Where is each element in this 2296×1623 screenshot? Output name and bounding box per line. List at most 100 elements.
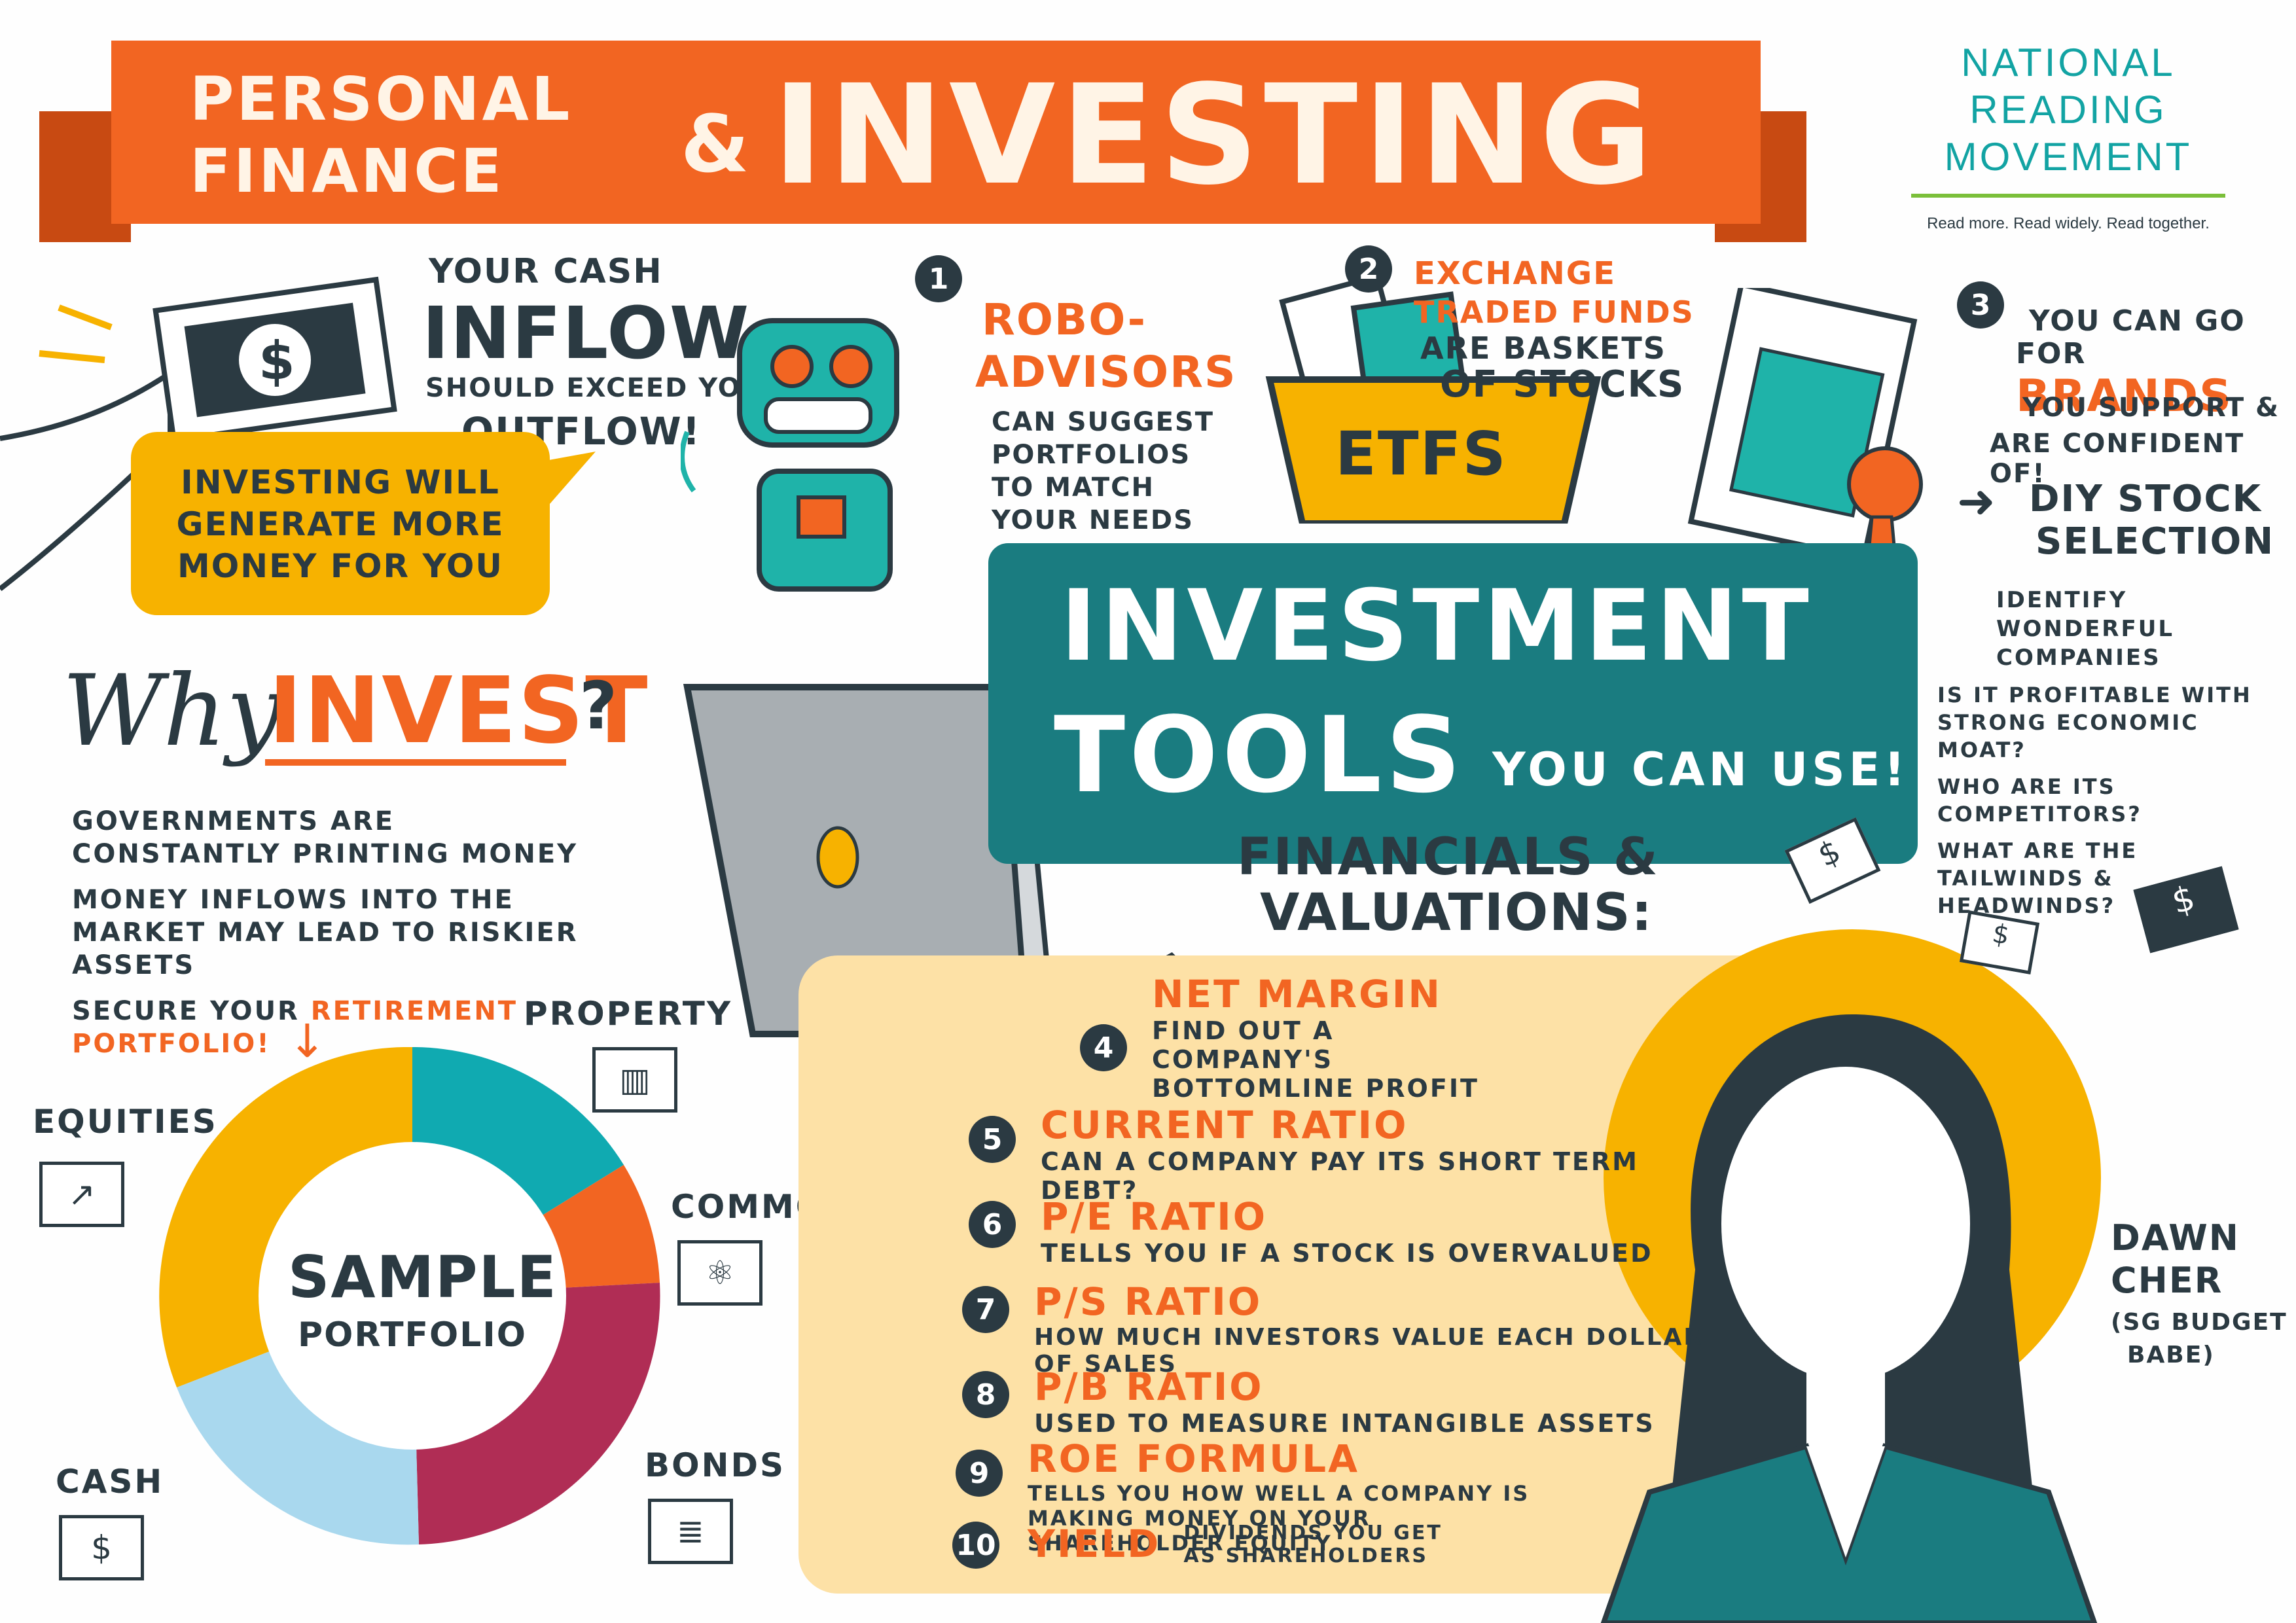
bubble-line-3: MONEY FOR YOU (177, 547, 503, 585)
metric-item-10: 10 YIELD DIVIDENDS YOU GET AS SHAREHOLDE… (952, 1522, 1445, 1569)
tool-2-desc-1: ARE BASKETS (1420, 330, 1666, 366)
metric-7-number: 7 (962, 1286, 1009, 1333)
tools-line-1: INVESTMENT (1060, 569, 1813, 683)
robot-icon (681, 318, 899, 592)
diy-bullet-3: WHO ARE ITS COMPETITORS? (1937, 774, 2142, 827)
tools-line-2: TOOLS (1054, 694, 1465, 816)
label-property: PROPERTY (524, 995, 733, 1033)
tools-line-3: YOU CAN USE! (1492, 743, 1909, 796)
logo-tagline: Read more. Read widely. Read together. (1927, 215, 2210, 232)
metric-4-number: 4 (1080, 1024, 1127, 1071)
person-desc-2: BABE) (2127, 1342, 2215, 1368)
metric-5-number: 5 (969, 1116, 1016, 1163)
tool-3-line-4: ARE CONFIDENT OF! (1990, 429, 2245, 489)
why-question-mark: ? (579, 668, 619, 744)
tool-1-description: CAN SUGGEST PORTFOLIOS to MATCH YOUR NEE… (992, 406, 1214, 537)
nrm-logo: NATIONAL READING MOVEMENT Read more. Rea… (1898, 39, 2238, 233)
logo-underline (1911, 194, 2225, 198)
metric-8-title: P/B RATIO (1034, 1364, 1264, 1409)
metric-item-7: 7 P/S RATIO HOW MUCH INVESTORS VALUE EAC… (962, 1279, 1728, 1378)
cash-dollar-sign: $ (259, 330, 295, 391)
tool-3-line-3: YOU SUPPORT & (2022, 393, 2280, 423)
person-name-2: CHER (2111, 1260, 2223, 1301)
title-ampersand: & (681, 99, 752, 190)
stock-certificate-icon (1687, 288, 1923, 594)
building-icon: ▥ (592, 1047, 677, 1113)
investment-tools-box: INVESTMENT TOOLS YOU CAN USE! (988, 543, 1918, 864)
bubble-line-2: GENERATE MORE (176, 505, 505, 543)
logo-line-1: NATIONAL (1961, 41, 2176, 84)
why-bullet-3-prefix: SECURE YOUR (72, 996, 300, 1026)
metric-9-desc: TELLS YOU HOW WELL A COMPANY IS MAKING M… (1028, 1481, 1530, 1556)
bubble-tail (524, 452, 596, 504)
etf-basket-label: ETFs (1335, 419, 1507, 489)
diy-bullet-1: IDENTIFY WONDERFUL COMPANIES (1996, 587, 2174, 671)
person-desc-1: (SG BUDGET (2111, 1309, 2287, 1336)
tool-2-number: 2 (1345, 245, 1392, 293)
cashflow-line-3: SHOULD EXCEED YOUR (425, 373, 786, 403)
why-heading: Why (62, 654, 282, 768)
document-icon: ≣ (648, 1499, 733, 1564)
invest-underline (265, 759, 566, 766)
title-banner: PERSONAL FINANCE & INVESTING (111, 41, 1761, 224)
why-bullet-1: GOVERNMENTS ARE CONSTANTLY PRINTING MONE… (72, 806, 579, 869)
metric-item-9: 9 ROE FORMULA TELLS YOU HOW WELL A COMPA… (956, 1436, 1564, 1556)
tool-3-brands: BRANDS (2016, 370, 2233, 422)
metric-6-desc: TELLS YOU IF A STOCK IS OVERVALUED (1041, 1239, 1653, 1268)
metric-item-6: 6 P/E RATIO TELLS YOU IF A STOCK IS OVER… (969, 1194, 1653, 1268)
diy-bullet-4: WHAT ARE THE TAILWINDS & HEADWINDS? (1937, 838, 2138, 918)
label-equities: EQUITIES (33, 1103, 218, 1141)
logo-line-3: MOVEMENT (1944, 135, 2193, 179)
metric-8-number: 8 (962, 1371, 1009, 1418)
tool-1-desc-4: YOUR NEEDS (992, 505, 1194, 535)
atom-icon: ⚛ (677, 1240, 762, 1306)
cashflow-inflow: INFLOW (422, 291, 751, 375)
tool-1-title-line-2: ADVISORS (975, 347, 1237, 397)
person-name-1: DAWN (2111, 1217, 2240, 1258)
metric-5-desc: CAN A COMPANY PAY ITS SHORT TERM DEBT? (1041, 1147, 1639, 1205)
donut-subtitle: PORTFOLIO (298, 1315, 527, 1355)
label-bonds: BONDS (645, 1446, 785, 1484)
metric-9-number: 9 (956, 1450, 1003, 1497)
tool-3-number: 3 (1957, 281, 2004, 329)
invest-heading: INVEST (268, 658, 649, 764)
tool-1-desc-1: CAN SUGGEST (992, 407, 1215, 437)
diy-line-1: DIY STOCK (2029, 478, 2262, 520)
title-line-1: PERSONAL (190, 64, 573, 134)
metric-7-title: P/S RATIO (1034, 1279, 1263, 1324)
why-invest-list: GOVERNMENTS ARE CONSTANTLY PRINTING MONE… (72, 805, 609, 1060)
tool-2-title-line-2: TRADED FUNDS (1414, 294, 1695, 330)
hand-holding-cash-icon (0, 276, 397, 592)
diy-bullet-list: IDENTIFY WONDERFUL COMPANIES IS IT PROFI… (1898, 586, 2265, 919)
why-bullet-3-retirement: RETIREMENT (310, 996, 518, 1026)
tool-3-line-1: YOU CAN GO (2029, 304, 2246, 338)
tool-1-desc-2: PORTFOLIOS (992, 440, 1191, 470)
stock-chart-icon: ↗ (39, 1162, 124, 1227)
tool-3-line-2: FOR BRANDS (2016, 337, 2296, 422)
label-cash: CASH (56, 1463, 164, 1501)
invest-more-money-bubble: INVESTING WILL GENERATE MORE MONEY FOR Y… (131, 432, 550, 615)
tool-1-desc-3: to MATCH (992, 473, 1155, 503)
metric-6-title: P/E RATIO (1041, 1194, 1267, 1239)
metric-item-4: 4 NET MARGIN FIND OUT A COMPANY'S BOTTOM… (1080, 972, 1492, 1103)
dawn-cher-portrait (1600, 1014, 2098, 1623)
title-line-2: FINANCE (190, 136, 505, 206)
cash-icon: $ (59, 1515, 144, 1580)
metric-9-title: ROE FORMULA (1028, 1436, 1360, 1481)
cashflow-line-1: YOUR CASH (429, 252, 663, 291)
diy-bullet-2: IS IT PROFITABLE WITH STRONG ECONOMIC MO… (1937, 683, 2252, 762)
sample-portfolio-donut (159, 1047, 660, 1545)
bubble-line-1: INVESTING WILL (181, 463, 500, 501)
tool-2-desc-2: of STOCKS (1440, 363, 1685, 406)
metric-7-desc: HOW MUCH INVESTORS VALUE EACH DOLLAR OF … (1034, 1324, 1704, 1378)
metric-10-number: 10 (952, 1522, 999, 1569)
diy-line-2: SELECTION (2036, 520, 2275, 563)
down-arrow-icon: ↓ (288, 1014, 327, 1068)
metric-5-title: CURRENT RATIO (1041, 1103, 1408, 1147)
logo-line-2: READING (1969, 88, 2167, 132)
why-bullet-3-portfolio: PORTFOLIO! (72, 1029, 271, 1059)
tool-3-for: FOR (2016, 337, 2087, 370)
etf-basket-icon (1265, 275, 1602, 524)
why-bullet-3: SECURE YOUR RETIREMENT PORTFOLIO! (72, 995, 609, 1060)
metric-6-number: 6 (969, 1201, 1016, 1248)
